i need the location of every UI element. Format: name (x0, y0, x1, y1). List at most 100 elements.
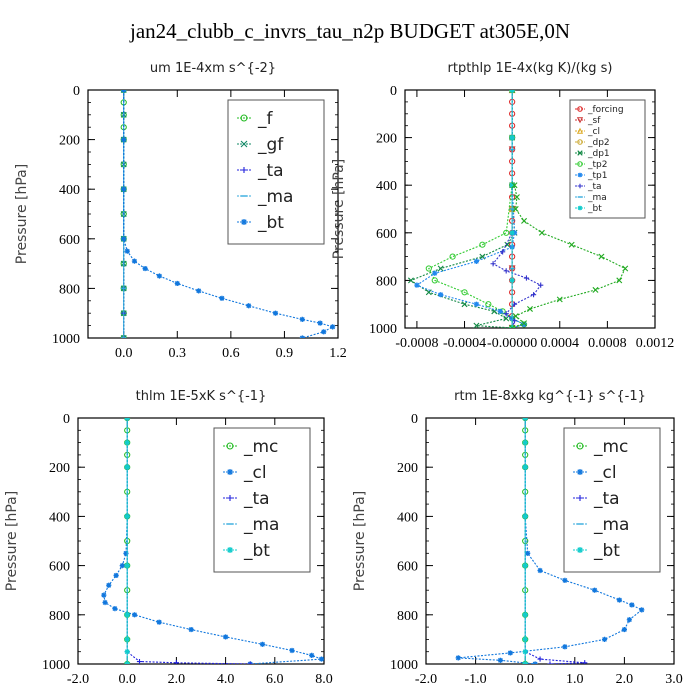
data-point (485, 301, 492, 308)
y-tick-label: 400 (397, 510, 418, 525)
x-tick-label: 3.0 (665, 672, 683, 687)
x-tick-label: 0.0 (118, 672, 136, 687)
legend-label: _bt (257, 213, 284, 233)
legend-label: _ta (587, 182, 602, 192)
y-tick-label: 800 (59, 282, 80, 297)
data-point (616, 277, 623, 284)
data-point (537, 567, 543, 574)
panel-title: um 1E-4xm s^{-2} (150, 61, 276, 76)
data-point (299, 316, 305, 322)
plot-area (455, 418, 645, 664)
legend-marker (226, 442, 234, 450)
data-point (525, 550, 531, 556)
panel-title: rtm 1E-8xkg kg^{-1} s^{-1} (454, 389, 646, 404)
legend-marker (577, 139, 583, 145)
series-bt (509, 90, 515, 328)
data-point (521, 321, 527, 328)
y-axis-label: Pressure [hPa] (4, 491, 20, 591)
data-point (119, 563, 125, 569)
data-point (431, 277, 438, 284)
data-point (522, 513, 528, 519)
data-point (626, 617, 632, 623)
data-point (532, 661, 538, 664)
legend-marker (577, 106, 583, 112)
data-point (598, 253, 605, 260)
legend-label: _cl (587, 127, 600, 137)
data-point (582, 660, 588, 664)
data-point (522, 440, 528, 446)
x-tick-label: 0.0 (115, 346, 133, 361)
chart-panel-2: rtpthlp 1E-4x(kg K)/(kg s) Pressure [hPa]… (331, 61, 674, 351)
data-point (124, 563, 130, 569)
data-point (473, 258, 480, 264)
data-point (101, 592, 107, 598)
x-tick-label: 0.0004 (541, 336, 580, 351)
data-point (124, 248, 130, 254)
data-point (113, 572, 119, 579)
data-point (142, 265, 148, 272)
data-point (317, 320, 323, 326)
data-point (490, 261, 496, 267)
legend: _forcing_sf_cl_dp2_dp1_tp2_tp1_ta_ma_bt (569, 99, 646, 219)
data-point (120, 335, 127, 338)
legend: _mc _cl _ta _ma _bt (563, 427, 661, 573)
legend-label: _bt (243, 541, 270, 561)
y-axis-label: Pressure [hPa] (352, 491, 368, 591)
data-point (106, 582, 112, 588)
data-point (425, 265, 432, 272)
data-point (511, 318, 518, 324)
data-point (556, 296, 563, 303)
series-line (458, 418, 643, 664)
legend-label: _cl (593, 463, 617, 483)
legend-marker (241, 219, 247, 225)
data-point (432, 270, 438, 276)
y-axis-label: Pressure [hPa] (14, 164, 30, 264)
data-point (601, 636, 608, 642)
y-tick-label: 400 (49, 510, 70, 525)
legend-label: _mc (243, 437, 278, 457)
data-point (479, 241, 486, 248)
data-point (509, 90, 515, 93)
data-point (562, 577, 568, 583)
legend: _mc _cl _ta _ma _bt (213, 427, 311, 573)
data-point (246, 303, 252, 309)
data-point (136, 658, 143, 664)
data-point (188, 626, 194, 633)
plot-area (101, 418, 324, 664)
data-point (414, 282, 420, 288)
data-point (461, 289, 468, 296)
data-point (562, 644, 568, 650)
figure-title: jan24_clubb_c_invrs_tau_n2p BUDGET at305… (129, 19, 570, 43)
data-point (522, 563, 528, 569)
data-point (512, 313, 519, 320)
legend-marker (576, 127, 584, 134)
series-ta (490, 90, 544, 328)
data-point (479, 253, 486, 260)
data-point (123, 550, 129, 556)
plot-area (407, 90, 629, 328)
x-tick-label: 2.0 (616, 672, 634, 687)
legend-marker (227, 495, 233, 501)
data-point (547, 661, 553, 664)
y-tick-label: 800 (397, 609, 418, 624)
data-point (124, 513, 130, 519)
y-tick-label: 400 (59, 183, 80, 198)
legend-marker (241, 167, 247, 173)
data-point (124, 649, 130, 655)
y-tick-label: 200 (59, 134, 80, 149)
y-tick-label: 0 (73, 84, 80, 99)
data-point (461, 301, 468, 308)
legend-label: _bt (593, 541, 620, 561)
data-point (513, 194, 520, 201)
data-point (438, 292, 444, 298)
data-point (521, 217, 528, 224)
legend-label: _sf (587, 116, 601, 126)
data-point (497, 657, 503, 663)
legend-marker (576, 442, 584, 450)
legend-marker (576, 117, 584, 124)
data-point (124, 661, 130, 664)
legend-marker (577, 205, 583, 211)
data-point (639, 607, 645, 613)
data-point (156, 273, 163, 279)
y-tick-label: 1000 (369, 322, 397, 337)
